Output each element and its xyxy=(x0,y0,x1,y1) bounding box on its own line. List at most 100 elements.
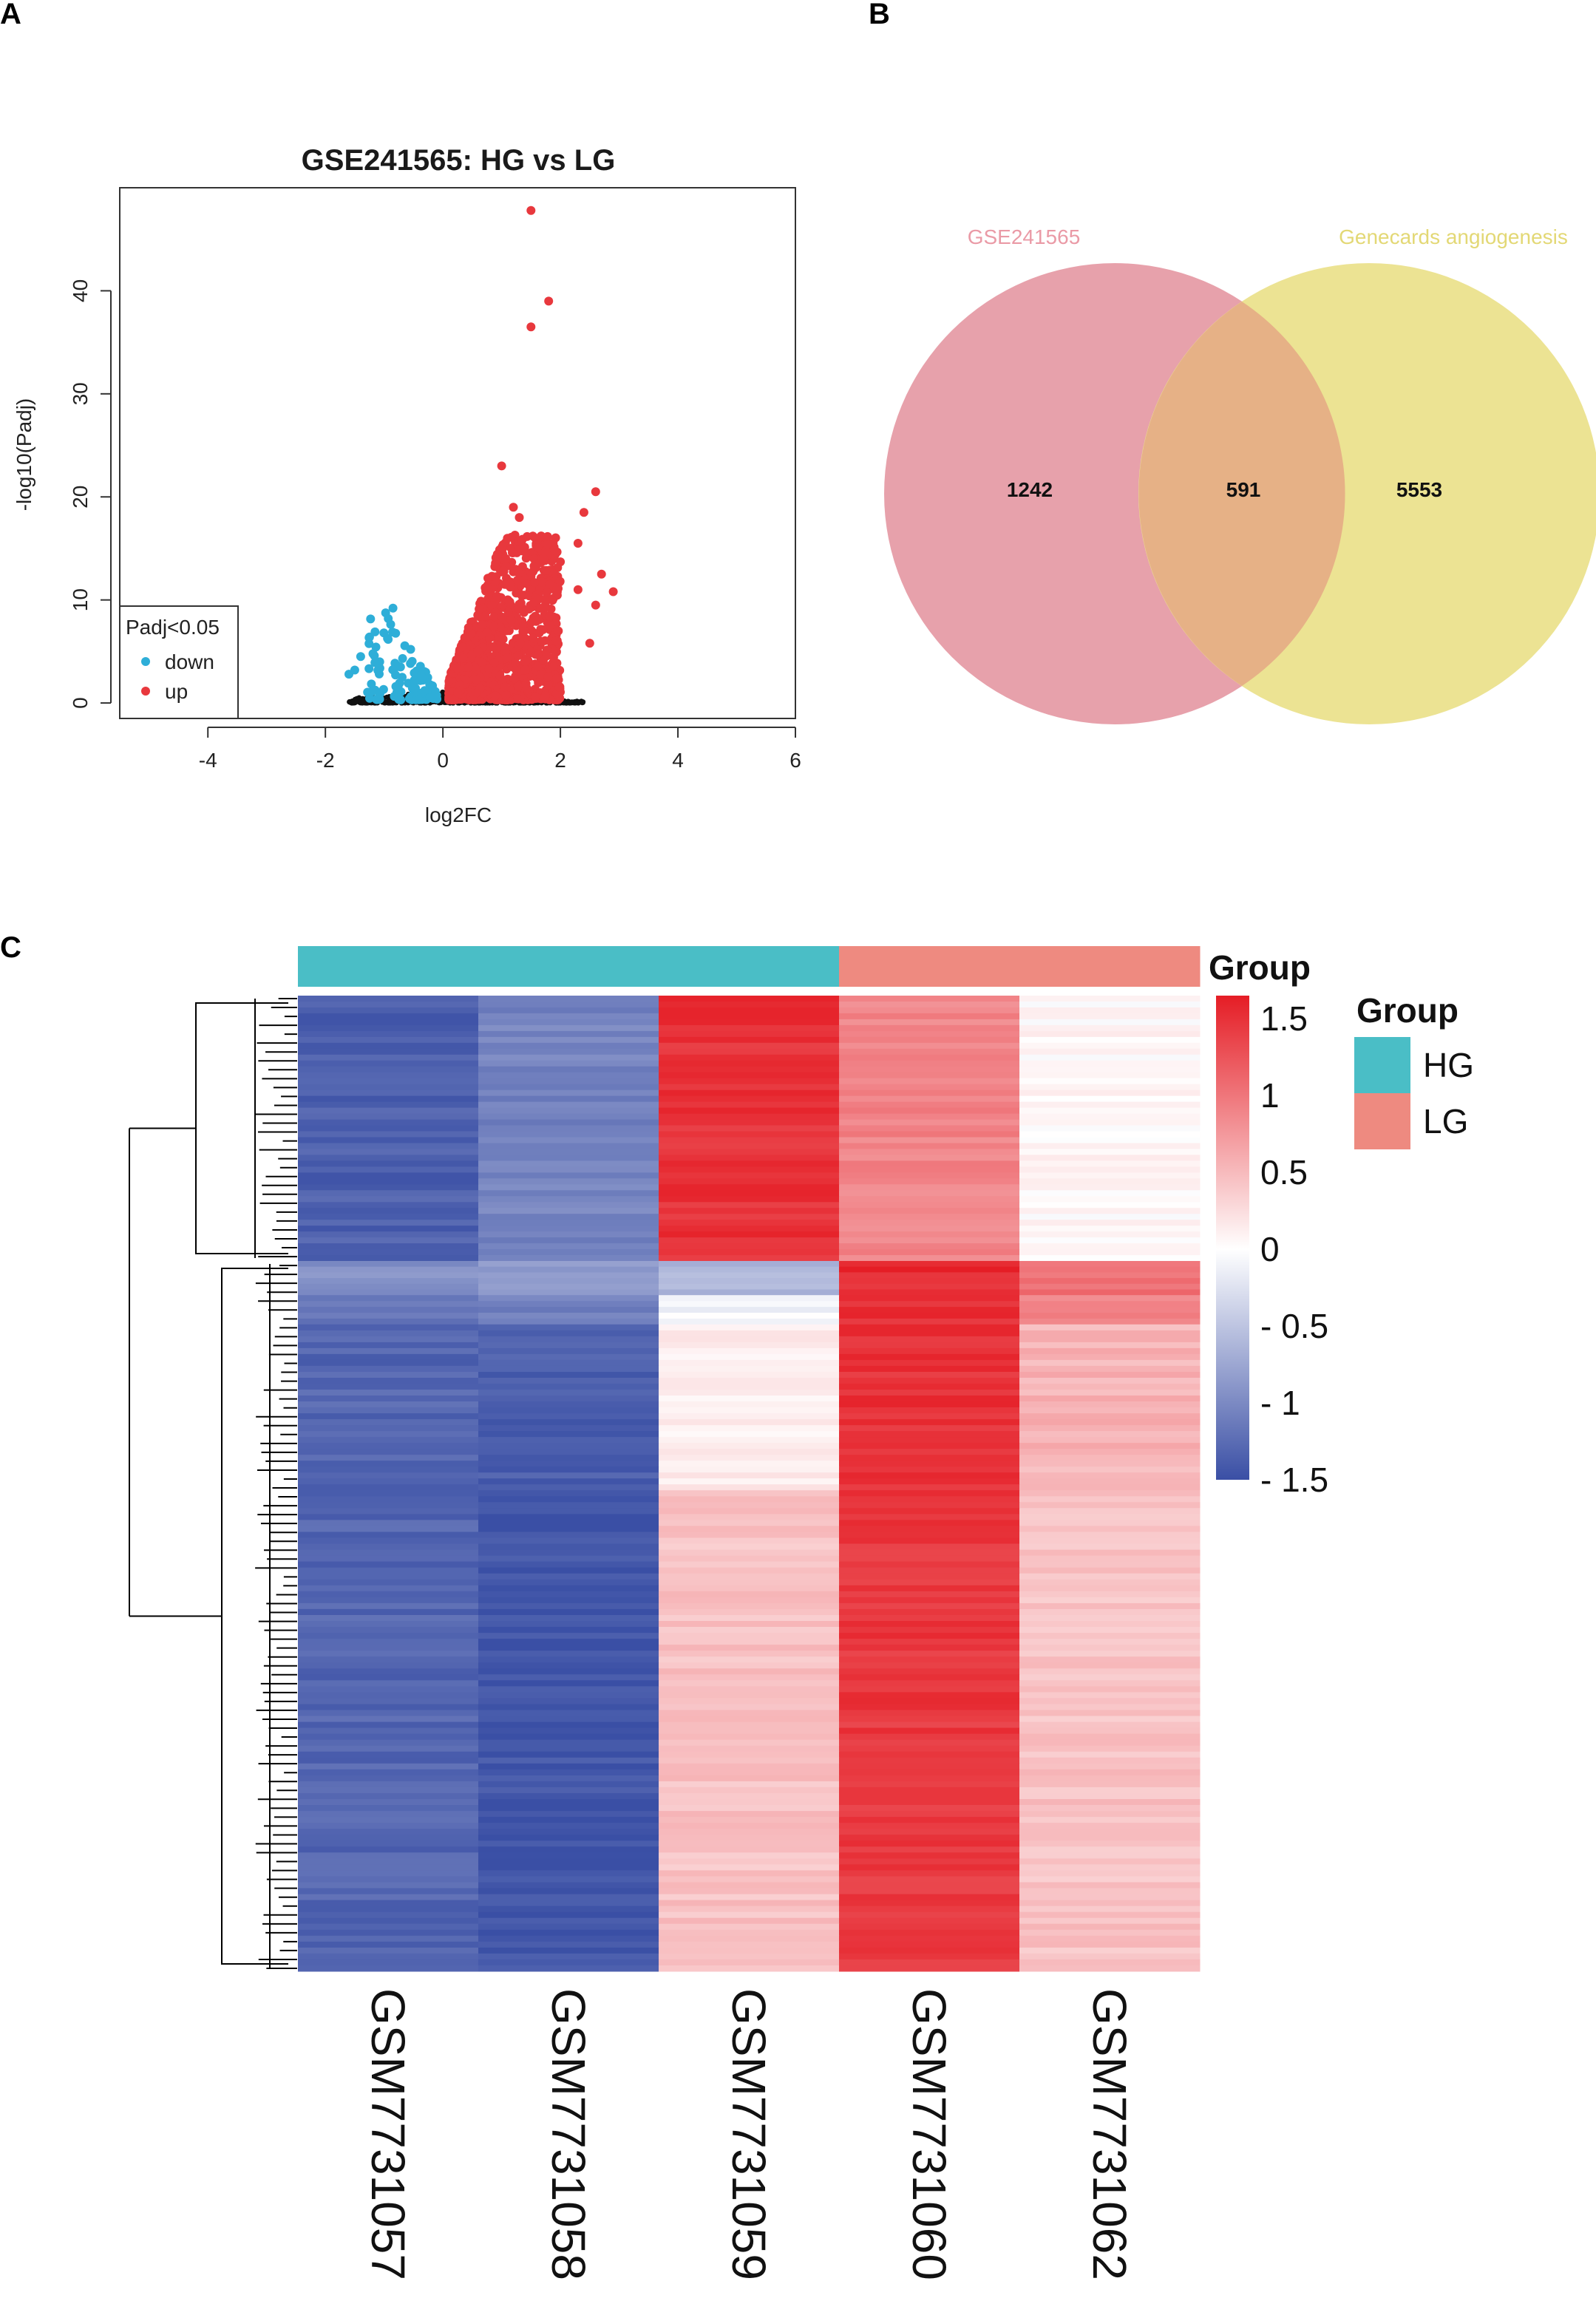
heatmap-cell xyxy=(478,1674,659,1681)
heatmap-cell xyxy=(839,1953,1020,1960)
heatmap-cell xyxy=(298,1054,479,1061)
heatmap-cell xyxy=(298,1835,479,1841)
heatmap-cell xyxy=(1019,1449,1201,1455)
heatmap-cell xyxy=(1019,1365,1201,1373)
heatmap-cell xyxy=(659,1455,840,1461)
heatmap-cell xyxy=(298,1036,479,1044)
heatmap-cell xyxy=(298,1757,479,1764)
heatmap-cell xyxy=(839,1555,1020,1563)
heatmap-cell xyxy=(1019,1941,1201,1948)
heatmap-cell xyxy=(1019,1615,1201,1622)
heatmap-cell xyxy=(839,1651,1020,1657)
heatmap-cell xyxy=(1019,1799,1201,1806)
heatmap-cell xyxy=(298,1615,479,1622)
heatmap-cell xyxy=(1019,1095,1201,1103)
heatmap-cell xyxy=(298,1911,479,1919)
heatmap-cell xyxy=(839,1502,1020,1509)
group-bar-cell-hg xyxy=(478,946,659,987)
heatmap-cell xyxy=(839,1876,1020,1883)
heatmap-cell xyxy=(1019,1149,1201,1155)
volcano-point-up xyxy=(515,638,525,647)
heatmap-cell xyxy=(659,1431,840,1438)
group-legend-hg-label: HG xyxy=(1423,1046,1474,1084)
heatmap-cell xyxy=(478,1266,659,1273)
heatmap-cell xyxy=(659,1214,840,1220)
heatmap-cell xyxy=(839,1597,1020,1604)
group-legend-lg-label: LG xyxy=(1423,1102,1468,1140)
heatmap-cell xyxy=(839,1817,1020,1823)
heatmap-cell xyxy=(659,1757,840,1764)
heatmap-cell xyxy=(478,1208,659,1214)
heatmap-cell xyxy=(298,1449,479,1455)
heatmap-cell xyxy=(298,1283,479,1290)
heatmap-cell xyxy=(659,1048,840,1055)
heatmap-cell xyxy=(298,1508,479,1515)
heatmap-cell xyxy=(839,1549,1020,1557)
heatmap-cell xyxy=(1019,1226,1201,1232)
heatmap-cell xyxy=(298,1202,479,1209)
venn-right-set-label: Genecards angiogenesis xyxy=(1339,225,1568,248)
heatmap-cell xyxy=(1019,1852,1201,1859)
heatmap-cell xyxy=(298,1396,479,1402)
heatmap-cell xyxy=(478,1396,659,1402)
heatmap-cell xyxy=(839,1508,1020,1515)
heatmap-cell xyxy=(298,1024,479,1032)
heatmap-cell xyxy=(839,1941,1020,1948)
volcano-point-down xyxy=(410,668,419,678)
volcano-point-up xyxy=(520,657,529,666)
heatmap-cell xyxy=(478,1066,659,1073)
volcano-point-up xyxy=(540,603,549,613)
heatmap-cell xyxy=(1019,1231,1201,1238)
volcano-point-up xyxy=(473,647,483,656)
heatmap-cell xyxy=(659,1805,840,1812)
heatmap-cell xyxy=(839,1237,1020,1244)
volcano-point-up xyxy=(552,636,562,645)
heatmap-cell xyxy=(659,1621,840,1628)
heatmap-cell xyxy=(839,1160,1020,1167)
heatmap-cell xyxy=(659,1149,840,1155)
venn-left-count: 1242 xyxy=(1007,478,1053,501)
heatmap-cell xyxy=(839,1324,1020,1331)
heatmap-cell xyxy=(298,1882,479,1889)
heatmap-cell xyxy=(659,1656,840,1663)
heatmap-cell xyxy=(1019,1084,1201,1091)
heatmap-cell xyxy=(659,1472,840,1479)
heatmap-cell xyxy=(298,1113,479,1121)
heatmap-cell xyxy=(478,1289,659,1296)
heatmap-cell xyxy=(659,1662,840,1669)
heatmap-cell xyxy=(659,1906,840,1913)
volcano-point-up xyxy=(492,591,502,601)
volcano-point-down xyxy=(370,651,379,661)
volcano-point-up xyxy=(597,569,606,579)
heatmap-cell xyxy=(839,1342,1020,1349)
volcano-point-down xyxy=(398,673,407,682)
color-scale-tick-label: - 1.5 xyxy=(1260,1461,1328,1499)
volcano-point-up xyxy=(541,565,551,575)
heatmap-cell xyxy=(659,1674,840,1681)
heatmap-cell xyxy=(659,1390,840,1396)
heatmap-cell xyxy=(478,1113,659,1121)
heatmap-cell xyxy=(1019,1359,1201,1367)
heatmap-cell xyxy=(659,1858,840,1865)
heatmap-cell xyxy=(1019,1508,1201,1515)
heatmap-cell xyxy=(839,1835,1020,1841)
heatmap-cell xyxy=(1019,1237,1201,1244)
heatmap-cell xyxy=(1019,1066,1201,1073)
heatmap-cell xyxy=(1019,1466,1201,1473)
volcano-point-up xyxy=(521,579,531,588)
heatmap-cell xyxy=(659,1639,840,1645)
heatmap-cell xyxy=(478,1727,659,1735)
heatmap-cell xyxy=(1019,1413,1201,1420)
heatmap-cell xyxy=(478,1817,659,1823)
heatmap-cell xyxy=(298,1072,479,1079)
heatmap-cell xyxy=(298,1184,479,1191)
heatmap-cell xyxy=(839,1965,1020,1972)
heatmap-cell xyxy=(1019,1060,1201,1067)
heatmap-cell xyxy=(839,1272,1020,1279)
heatmap-cell xyxy=(1019,1431,1201,1438)
panel-letter-b: B xyxy=(869,0,890,30)
heatmap-cell xyxy=(1019,1007,1201,1014)
heatmap-cell xyxy=(839,1799,1020,1806)
volcano-point-up xyxy=(526,617,536,627)
